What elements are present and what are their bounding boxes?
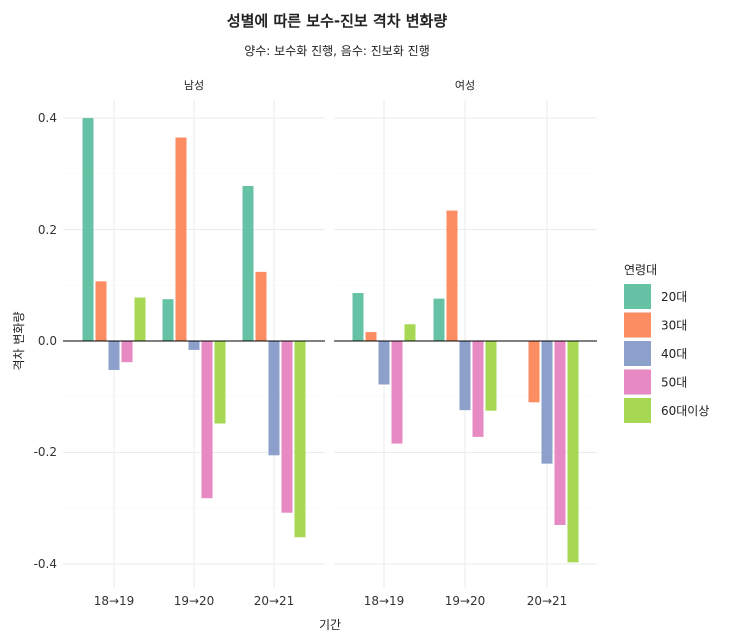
panel-label-female: 여성 bbox=[455, 79, 475, 92]
y-tick-label: -0.4 bbox=[34, 557, 57, 571]
bar bbox=[485, 341, 497, 411]
bar bbox=[162, 299, 174, 341]
bar bbox=[242, 186, 254, 341]
bar bbox=[446, 210, 458, 341]
x-tick-label: 19→20 bbox=[445, 594, 486, 608]
y-tick-label: 0.4 bbox=[38, 111, 57, 125]
legend-label: 50대 bbox=[661, 376, 687, 390]
bar bbox=[391, 341, 403, 444]
panel-female-bars bbox=[352, 210, 579, 563]
y-axis-ticks: 0.4 0.2 0.0 -0.2 -0.4 bbox=[34, 111, 57, 571]
bar bbox=[95, 281, 107, 341]
panel-label-male: 남성 bbox=[184, 79, 204, 92]
bar bbox=[201, 341, 213, 499]
x-tick-label: 20→21 bbox=[254, 594, 295, 608]
bar bbox=[108, 341, 120, 370]
bar bbox=[214, 341, 226, 424]
x-tick-label: 20→21 bbox=[527, 594, 568, 608]
legend-label: 30대 bbox=[661, 319, 687, 333]
bar bbox=[541, 341, 553, 464]
y-tick-label: 0.2 bbox=[38, 223, 57, 237]
bar bbox=[365, 332, 377, 341]
legend-label: 60대이상 bbox=[661, 404, 709, 418]
legend-swatch bbox=[624, 369, 651, 395]
x-axis-ticks: 18→19 19→20 20→21 18→19 19→20 20→21 bbox=[94, 594, 568, 608]
bar bbox=[268, 341, 280, 456]
bar bbox=[188, 341, 200, 350]
legend-swatch bbox=[624, 341, 651, 366]
chart-title: 성별에 따른 보수-진보 격차 변화량 bbox=[227, 12, 448, 30]
x-tick-label: 19→20 bbox=[174, 594, 215, 608]
legend-swatch bbox=[624, 398, 651, 423]
x-tick-label: 18→19 bbox=[94, 594, 135, 608]
bar bbox=[567, 341, 579, 563]
y-tick-label: 0.0 bbox=[38, 334, 57, 348]
legend-label: 20대 bbox=[661, 290, 687, 304]
bar bbox=[554, 341, 566, 525]
x-tick-label: 18→19 bbox=[364, 594, 405, 608]
bar bbox=[294, 341, 306, 538]
bar bbox=[404, 324, 416, 341]
bar bbox=[175, 137, 187, 341]
y-axis-title: 격차 변화량 bbox=[12, 311, 26, 370]
panel-male-bars bbox=[82, 118, 306, 538]
bar bbox=[459, 341, 471, 411]
bar bbox=[121, 341, 133, 363]
bar bbox=[378, 341, 390, 385]
bar bbox=[255, 271, 267, 341]
chart-subtitle: 양수: 보수화 진행, 음수: 진보화 진행 bbox=[244, 43, 430, 58]
legend-swatch bbox=[624, 284, 651, 309]
bar bbox=[134, 297, 146, 341]
x-axis-title: 기간 bbox=[319, 618, 341, 632]
legend: 20대 30대 40대 50대 60대이상 bbox=[624, 284, 709, 423]
legend-swatch bbox=[624, 312, 651, 338]
legend-label: 40대 bbox=[661, 347, 687, 361]
bar bbox=[472, 341, 484, 437]
bar bbox=[352, 293, 364, 341]
bar bbox=[281, 341, 293, 513]
bar bbox=[528, 341, 540, 403]
bar bbox=[82, 118, 94, 341]
legend-title: 연령대 bbox=[624, 263, 657, 277]
y-tick-label: -0.2 bbox=[34, 445, 57, 459]
bar bbox=[433, 298, 445, 341]
